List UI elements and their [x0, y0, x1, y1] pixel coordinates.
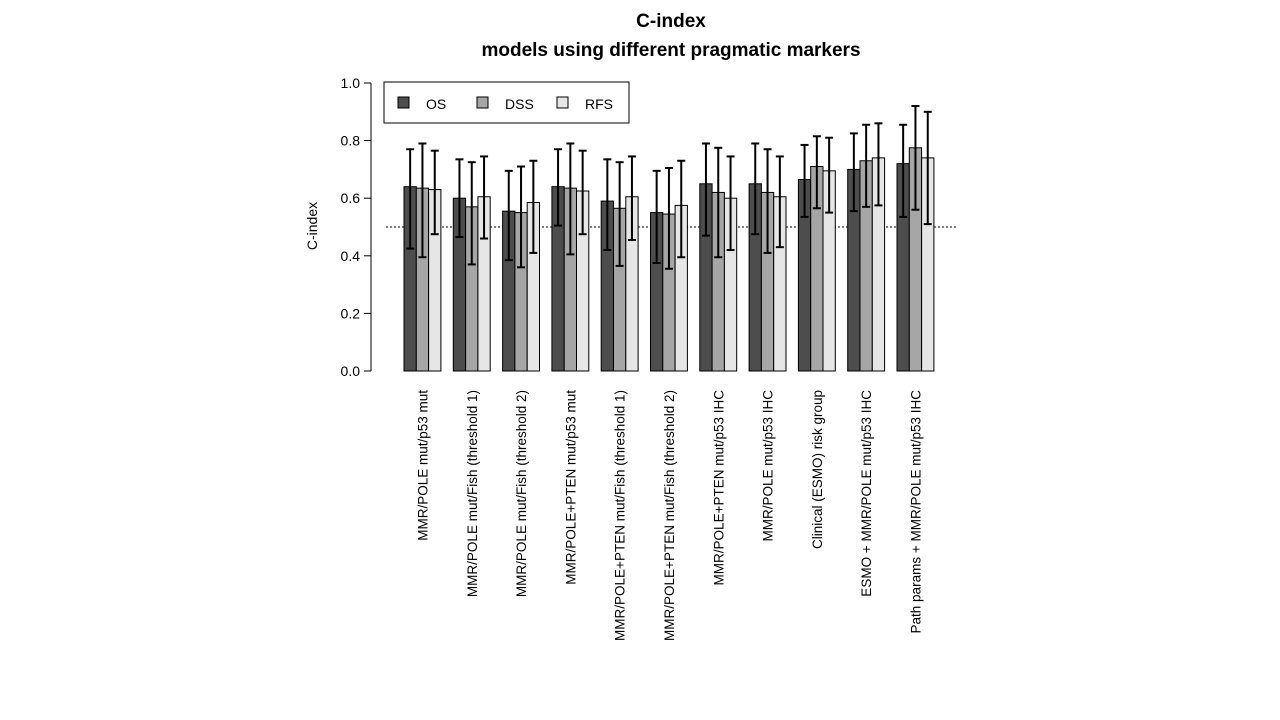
error-bar-rfs-8	[825, 136, 834, 214]
error-bar-rfs-10	[923, 110, 932, 226]
y-axis: 0.0 0.2 0.4 0.6 0.8 1.0	[341, 75, 372, 379]
legend-swatch-os	[397, 96, 410, 109]
error-bar-dss-10	[911, 105, 920, 211]
error-bar-dss-8	[812, 135, 821, 210]
error-bar-os-10	[899, 123, 908, 218]
error-bar-dss-0	[418, 142, 427, 259]
error-bar-dss-7	[763, 148, 772, 254]
error-bar-dss-1	[467, 161, 476, 266]
error-bar-dss-4	[615, 161, 624, 267]
y-tick-label: 0.0	[341, 363, 361, 379]
error-bar-os-4	[603, 158, 612, 252]
legend-label-os: OS	[426, 96, 446, 112]
y-tick-label: 0.4	[341, 248, 361, 264]
error-bar-rfs-3	[578, 149, 587, 236]
error-bar-dss-2	[517, 165, 526, 269]
error-bar-rfs-5	[677, 159, 686, 259]
x-category-label: Path params + MMR/POLE mut/p53 IHC	[908, 390, 923, 634]
legend-box	[383, 81, 630, 124]
error-bar-rfs-0	[430, 149, 439, 236]
x-category-label: MMR/POLE mut/p53 mut	[415, 390, 430, 541]
y-tick-label: 1.0	[341, 75, 361, 91]
error-bar-os-6	[701, 142, 710, 237]
x-category-label: MMR/POLE+PTEN mut/p53 mut	[563, 390, 578, 585]
legend-label-rfs: RFS	[585, 96, 613, 112]
legend-label-dss: DSS	[505, 96, 534, 112]
chart-title-line-1: C-index	[636, 11, 706, 32]
error-bar-os-9	[849, 132, 858, 213]
x-category-label: MMR/POLE+PTEN mut/Fish (threshold 1)	[613, 390, 628, 641]
error-bar-rfs-6	[726, 155, 735, 252]
error-bar-dss-9	[862, 123, 871, 208]
bars	[403, 147, 935, 372]
error-bar-rfs-7	[775, 155, 784, 249]
x-category-label: MMR/POLE+PTEN mut/Fish (threshold 2)	[662, 390, 677, 641]
error-bar-os-3	[554, 148, 563, 227]
error-bar-dss-3	[566, 142, 575, 256]
error-bar-rfs-2	[529, 159, 538, 254]
x-category-label: Clinical (ESMO) risk group	[810, 390, 825, 549]
x-category-label: MMR/POLE+PTEN mut/p53 IHC	[711, 390, 726, 586]
error-bar-os-7	[751, 142, 760, 236]
x-category-label: MMR/POLE mut/Fish (threshold 2)	[514, 390, 529, 597]
error-bar-os-2	[504, 169, 513, 262]
x-category-label: ESMO + MMR/POLE mut/p53 IHC	[859, 390, 874, 597]
error-bar-dss-6	[714, 146, 723, 259]
y-tick-label: 0.8	[341, 133, 361, 149]
error-bar-dss-5	[664, 166, 673, 270]
x-category-label: MMR/POLE mut/Fish (threshold 1)	[465, 390, 480, 597]
legend-swatch-rfs	[556, 96, 569, 109]
y-axis-label: C-index	[304, 202, 320, 250]
error-bar-os-0	[406, 148, 415, 250]
y-tick-label: 0.6	[341, 190, 361, 206]
legend: OS DSS RFS	[383, 81, 630, 124]
category-labels: MMR/POLE mut/p53 mut MMR/POLE mut/Fish (t…	[415, 390, 923, 641]
error-bars	[406, 105, 932, 270]
x-category-label: MMR/POLE mut/p53 IHC	[761, 390, 776, 542]
error-bar-os-5	[652, 169, 661, 264]
y-tick-label: 0.2	[341, 305, 361, 321]
legend-swatch-dss	[476, 96, 489, 109]
error-bar-rfs-4	[627, 155, 636, 241]
error-bar-rfs-9	[874, 122, 883, 207]
error-bar-rfs-1	[480, 155, 489, 240]
error-bar-os-8	[800, 143, 809, 218]
error-bar-os-1	[455, 158, 464, 239]
chart-title-line-2: models using different pragmatic markers	[481, 40, 860, 61]
